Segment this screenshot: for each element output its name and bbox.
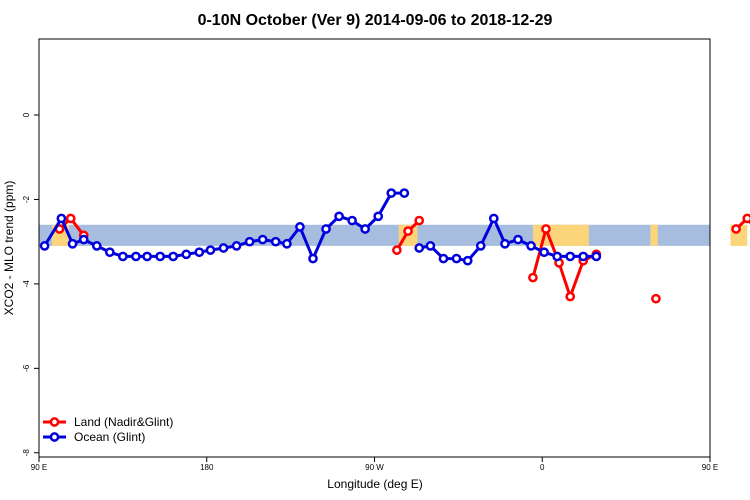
data-point [56,213,67,224]
data-point [78,234,89,245]
data-point [651,293,661,304]
x-tick-label: 90 W [365,463,384,472]
x-tick-label: 0 [540,463,545,472]
data-point [308,253,318,264]
data-point [244,236,255,247]
x-tick-label: 180 [200,463,214,472]
y-tick-label: 0 [22,112,31,117]
x-axis-label: Longitude (deg E) [327,477,422,491]
data-point [399,188,410,198]
data-point [451,253,462,264]
data-point [414,215,425,226]
data-point [67,238,78,249]
data-point [392,245,402,255]
data-point [513,234,523,245]
data-point [65,213,76,224]
x-tick-label: 90 E [702,463,718,472]
data-point [142,251,152,262]
legend-marker [49,417,60,427]
data-point [541,224,551,234]
y-axis-label: XCO2 - MLO trend (ppm) [2,181,16,316]
land-band [650,224,658,246]
data-point [414,243,425,253]
data-point [257,234,268,245]
data-point [282,238,292,249]
data-point [39,241,50,251]
data-point [218,243,229,253]
data-point [552,251,563,262]
y-tick-label: -4 [22,280,31,288]
legend-label: Land (Nadir&Glint) [74,415,173,429]
series-layer [39,188,750,304]
data-point [205,245,216,255]
legend: Land (Nadir&Glint)Ocean (Glint) [43,415,173,444]
legend-label: Ocean (Glint) [74,430,145,444]
plot-frame [38,38,711,458]
data-point [403,226,413,236]
data-point [565,251,576,262]
land-ocean-band [39,224,748,246]
data-point [462,255,473,266]
data-point [118,251,128,262]
data-point [425,241,436,251]
x-axis-ticks: 90 E 180 90 W 0 90 E [31,457,718,472]
data-point [373,211,384,222]
data-point [321,224,331,234]
data-point [528,272,538,283]
data-point [334,211,344,222]
data-point [91,241,102,251]
y-tick-label: -2 [22,195,31,203]
data-point [475,241,486,251]
data-point [181,249,192,260]
chart-title: 0-10N October (Ver 9) 2014-09-06 to 2018… [198,12,553,29]
data-point [591,251,602,262]
data-point [360,224,371,234]
data-point [131,251,141,262]
data-point [500,238,510,249]
legend-marker [49,432,60,442]
y-tick-label: -6 [22,364,31,372]
data-point [347,215,357,226]
y-tick-label: -8 [22,449,31,457]
data-point [565,291,576,302]
data-point [168,251,179,262]
data-point [194,247,205,258]
data-point [270,236,281,247]
data-point [155,251,166,262]
data-point [488,213,499,224]
data-point [526,241,536,251]
ocean-band [39,224,710,246]
data-point [742,213,750,224]
series-ocean [39,188,602,266]
data-point [539,247,549,258]
data-point [104,247,115,258]
data-point [438,253,449,264]
y-axis-ticks: 0 -2 -4 -6 -8 [22,112,39,456]
data-point [578,251,589,262]
data-point [295,222,305,232]
x-tick-label: 90 E [31,463,47,472]
data-point [231,241,242,251]
data-point [386,188,397,198]
data-point [731,224,741,234]
